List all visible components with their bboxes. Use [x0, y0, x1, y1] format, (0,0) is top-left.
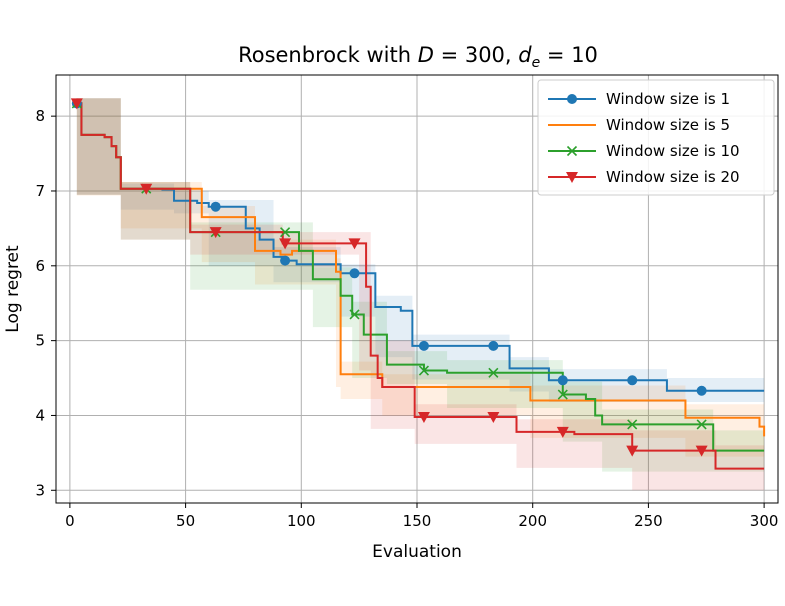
x-tick-label: 100 — [287, 512, 316, 530]
x-tick-label: 150 — [403, 512, 432, 530]
x-axis-label: Evaluation — [372, 542, 462, 562]
window-1-legend-label: Window size is 1 — [606, 90, 730, 108]
window-1-marker — [210, 201, 221, 212]
window-20-marker — [417, 411, 430, 423]
y-tick-label: 5 — [35, 332, 45, 350]
window-1-marker — [557, 375, 568, 386]
legend-box — [537, 79, 775, 196]
window-20-marker — [70, 98, 83, 110]
window-10-marker — [627, 419, 638, 430]
window-20-legend-label: Window size is 20 — [606, 168, 740, 186]
window-10-band — [76, 98, 765, 472]
x-tick-label: 300 — [750, 512, 779, 530]
window-1-marker — [696, 385, 707, 396]
x-tick-label: 50 — [176, 512, 195, 530]
window-10-marker — [349, 309, 360, 320]
window-20-marker — [695, 445, 708, 457]
axis-ticks: 0 50 100 150 200 250 300 3 4 5 6 7 8 — [35, 107, 778, 530]
x-tick-label: 200 — [518, 512, 547, 530]
window-20-marker — [140, 183, 153, 195]
window-20-marker — [279, 238, 292, 250]
window-1-marker — [280, 255, 291, 266]
window-10-legend-marker — [566, 145, 578, 157]
window-10-legend-label: Window size is 10 — [606, 142, 740, 160]
y-tick-label: 3 — [35, 481, 45, 499]
window-1-marker — [418, 340, 429, 351]
window-5-legend-label: Window size is 5 — [606, 116, 730, 134]
window-20-marker — [626, 445, 639, 457]
window-10-marker — [488, 367, 499, 378]
chart-title: Rosenbrock with D = 300, de = 10 — [238, 43, 598, 71]
window-10-marker — [557, 389, 568, 400]
window-1-marker — [488, 340, 499, 351]
x-tick-label: 250 — [634, 512, 663, 530]
window-5-band — [76, 98, 765, 457]
window-20-marker — [348, 238, 361, 250]
series-markers — [70, 98, 708, 457]
y-tick-label: 6 — [35, 257, 45, 275]
window-20-marker — [556, 426, 569, 438]
legend: Window size is 1 Window size is 5 Window s… — [537, 79, 775, 196]
window-10-marker — [418, 365, 430, 376]
y-tick-label: 7 — [35, 182, 45, 200]
window-20-line — [76, 102, 765, 470]
window-20-legend-marker — [566, 172, 578, 183]
y-axis-label: Log regret — [3, 245, 23, 333]
window-1-marker — [349, 268, 360, 279]
series-lines — [76, 102, 766, 470]
window-10-marker — [280, 227, 291, 238]
window-20-marker — [209, 227, 222, 239]
y-tick-label: 8 — [35, 107, 45, 125]
x-tick-label: 0 — [65, 512, 75, 530]
window-1-legend-marker — [567, 94, 577, 104]
y-tick-label: 4 — [35, 406, 45, 424]
window-10-marker — [696, 419, 707, 430]
window-1-band — [76, 98, 765, 402]
window-1-marker — [627, 375, 638, 386]
window-20-marker — [487, 411, 500, 423]
